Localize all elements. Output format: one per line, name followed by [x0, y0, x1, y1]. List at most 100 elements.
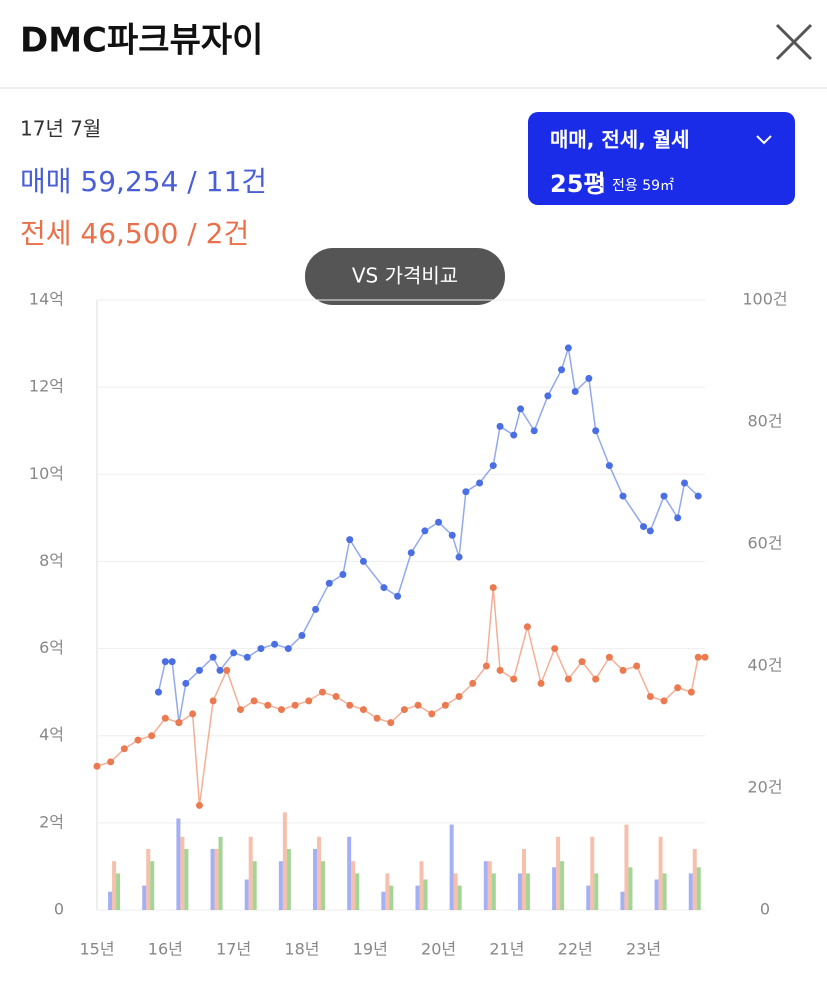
volume-bar — [116, 873, 121, 910]
volume-bar — [521, 849, 526, 910]
price-point — [264, 701, 272, 709]
price-point — [674, 514, 682, 522]
price-point — [223, 666, 231, 674]
price-point — [291, 701, 299, 709]
volume-bar — [278, 861, 283, 910]
price-point — [619, 492, 627, 500]
volume-bar — [286, 849, 291, 910]
price-point — [578, 658, 586, 666]
price-point — [168, 658, 176, 666]
volume-bar — [449, 824, 454, 910]
price-point — [182, 679, 190, 687]
y-tick-label: 6억 — [39, 638, 64, 657]
title: DMC파크뷰자이 — [20, 21, 263, 61]
filter-button[interactable]: 매매, 전세, 월세 25평 전용 59㎡ — [528, 112, 795, 205]
sale-summary: 매매 59,254 / 11건 — [20, 165, 267, 198]
volume-bar — [142, 885, 147, 910]
compare-button[interactable]: VS 가격비교 — [305, 248, 505, 305]
price-point — [510, 431, 518, 439]
y-tick-label: 10억 — [29, 464, 64, 483]
y-tick-label: 8억 — [39, 551, 64, 570]
price-point — [359, 557, 367, 565]
price-point — [271, 640, 279, 648]
price-point — [154, 688, 162, 696]
volume-bar — [586, 885, 591, 910]
price-point — [674, 684, 682, 692]
price-point — [489, 462, 497, 470]
y-tick-label: 0 — [54, 900, 64, 919]
volume-bar — [381, 891, 386, 910]
price-point — [462, 488, 470, 496]
price-point — [585, 374, 593, 382]
volume-bar — [423, 879, 428, 910]
price-point — [257, 645, 265, 653]
volume-bar — [321, 861, 326, 910]
volume-bar — [487, 861, 492, 910]
price-point — [496, 422, 504, 430]
volume-bar — [654, 879, 659, 910]
x-tick-label: 18년 — [284, 940, 319, 959]
price-point — [107, 758, 115, 766]
price-point — [640, 523, 648, 531]
x-tick-label: 19년 — [353, 940, 388, 959]
price-point — [435, 518, 443, 526]
x-tick-label: 23년 — [626, 940, 661, 959]
y-tick-label: 14억 — [29, 290, 64, 309]
volume-bar — [317, 836, 322, 910]
volume-bar — [176, 818, 181, 910]
y2-tick-label: 40건 — [747, 656, 782, 675]
price-point — [646, 527, 654, 535]
volume-bar — [525, 873, 530, 910]
price-point — [359, 706, 367, 714]
filter-types: 매매, 전세, 월세 — [550, 128, 690, 152]
price-point — [476, 479, 484, 487]
volume-bar — [662, 873, 667, 910]
price-point — [605, 653, 613, 661]
price-point — [701, 653, 709, 661]
price-point — [400, 706, 408, 714]
price-point — [489, 584, 497, 592]
price-point — [592, 427, 600, 435]
volume-bar — [624, 824, 629, 910]
price-point — [571, 388, 579, 395]
price-point — [312, 605, 320, 613]
price-point — [455, 553, 463, 561]
price-point — [496, 666, 504, 674]
price-point — [250, 697, 258, 705]
price-point — [394, 592, 402, 600]
price-point — [687, 688, 695, 696]
price-point — [414, 701, 422, 709]
volume-bar — [491, 873, 496, 910]
price-point — [469, 679, 477, 687]
close-button[interactable] — [775, 23, 813, 61]
price-point — [455, 693, 463, 700]
y-tick-label: 2억 — [39, 812, 64, 831]
price-point — [346, 701, 354, 709]
filter-area: 전용 59㎡ — [612, 178, 674, 194]
x-tick-label: 21년 — [489, 940, 524, 959]
volume-bar — [628, 867, 633, 910]
price-point — [236, 706, 244, 714]
volume-bar — [112, 861, 117, 910]
volume-bar — [517, 873, 522, 910]
price-point — [619, 666, 627, 674]
price-point — [564, 344, 572, 352]
price-point — [284, 645, 292, 653]
x-tick-label: 22년 — [558, 940, 593, 959]
price-point — [421, 527, 429, 535]
volume-bar — [108, 891, 113, 910]
x-tick-label: 17년 — [216, 940, 251, 959]
volume-bar — [150, 861, 155, 910]
x-tick-label: 20년 — [421, 940, 456, 959]
y2-tick-label: 20건 — [747, 778, 782, 797]
price-point — [339, 571, 347, 578]
price-point — [216, 666, 224, 674]
price-point — [209, 697, 217, 705]
price-point — [380, 584, 388, 592]
price-point — [544, 392, 552, 400]
price-line — [96, 587, 705, 806]
price-point — [161, 714, 169, 722]
price-point — [482, 662, 490, 670]
y-tick-label: 12억 — [29, 377, 64, 396]
price-point — [633, 662, 641, 670]
